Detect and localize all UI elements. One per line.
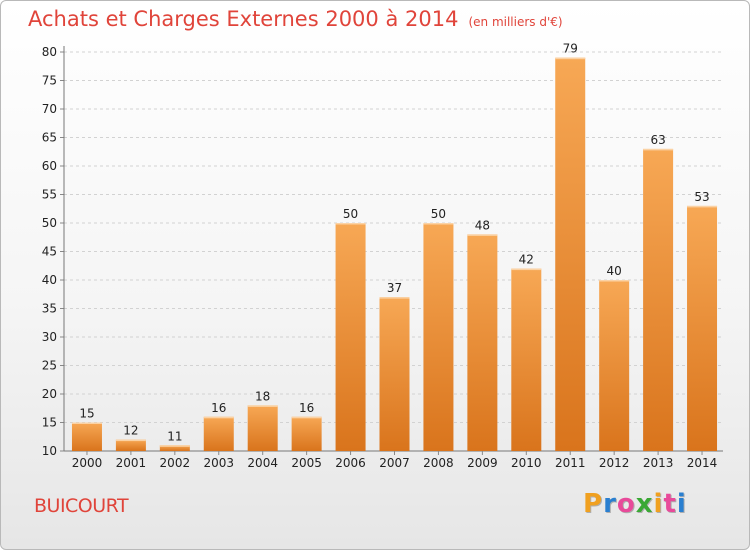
- y-tick-label: 80: [42, 45, 57, 59]
- y-tick-label: 15: [42, 416, 57, 430]
- x-tick-label: 2002: [160, 456, 191, 470]
- grid: 10 15 20 25 30 35 40 45 50 55 60 65 70 75 80: [42, 45, 723, 458]
- bar-highlight: [291, 416, 322, 419]
- data-label: 37: [387, 281, 402, 295]
- logo-letter: P: [583, 489, 604, 519]
- bar-2006: [335, 223, 366, 451]
- logo-letter: i: [676, 489, 687, 519]
- bar-highlight: [247, 405, 278, 407]
- data-label: 50: [343, 207, 358, 221]
- bar-2003: [203, 416, 234, 451]
- bar-highlight: [159, 445, 190, 447]
- data-label: 11: [167, 429, 182, 443]
- data-label: 79: [563, 42, 578, 56]
- bar-highlight: [203, 416, 234, 419]
- data-label: 50: [431, 207, 446, 221]
- bar-2014: [687, 205, 718, 451]
- bar-2002: [159, 445, 190, 451]
- city-name: BUICOURT: [34, 495, 129, 517]
- bar-2012: [599, 280, 630, 451]
- bar-2000: [71, 422, 102, 451]
- x-tick-label: 2001: [116, 456, 147, 470]
- logo-letter: i: [653, 489, 664, 519]
- bar-2010: [511, 268, 542, 451]
- x-tick-label: 2006: [335, 456, 366, 470]
- logo-letter: t: [663, 489, 677, 519]
- x-tick-label: 2004: [247, 456, 278, 470]
- chart-title: Achats et Charges Externes 2000 à 2014 (e…: [28, 7, 563, 31]
- bar-2007: [379, 297, 410, 451]
- data-label: 53: [694, 190, 709, 204]
- x-tick-label: 2013: [643, 456, 674, 470]
- bar-highlight: [467, 234, 498, 236]
- data-label: 42: [519, 253, 534, 267]
- bar-2013: [643, 148, 674, 451]
- x-tick-label: 2005: [291, 456, 322, 470]
- bar-highlight: [379, 297, 410, 299]
- y-tick-label: 30: [42, 330, 57, 344]
- data-label: 16: [211, 401, 226, 415]
- bar-highlight: [335, 223, 366, 225]
- y-tick-label: 75: [42, 74, 57, 88]
- chart-title-text: Achats et Charges Externes 2000 à 2014: [28, 7, 459, 31]
- data-label: 16: [299, 401, 314, 415]
- bar-highlight: [555, 57, 586, 60]
- data-label: 15: [79, 407, 94, 421]
- y-tick-label: 50: [42, 216, 57, 230]
- bar-2009: [467, 234, 498, 451]
- logo-letter: o: [616, 489, 636, 519]
- bar-highlight: [115, 439, 146, 442]
- y-tick-label: 10: [42, 444, 57, 458]
- y-tick-label: 60: [42, 159, 57, 173]
- proxiti-logo: Proxiti: [583, 489, 687, 519]
- y-tick-label: 55: [42, 188, 57, 202]
- data-label: 63: [650, 133, 665, 147]
- bar-highlight: [687, 205, 718, 208]
- bar-2004: [247, 405, 278, 451]
- data-label: 12: [123, 424, 138, 438]
- x-tick-label: 2000: [72, 456, 103, 470]
- y-tick-label: 40: [42, 273, 57, 287]
- data-label: 48: [475, 218, 490, 232]
- x-tick-label: 2012: [599, 456, 630, 470]
- chart-unit-label: (en milliers d'€): [468, 15, 563, 29]
- x-tick-label: 2007: [379, 456, 410, 470]
- bar-highlight: [643, 148, 674, 151]
- logo-letter: x: [635, 489, 654, 519]
- y-tick-label: 70: [42, 102, 57, 116]
- x-tick-label: 2003: [203, 456, 234, 470]
- bar-highlight: [423, 223, 454, 225]
- data-label: 18: [255, 389, 270, 403]
- x-tick-label: 2010: [511, 456, 542, 470]
- y-tick-label: 20: [42, 387, 57, 401]
- x-tick-label: 2011: [555, 456, 586, 470]
- bar-2001: [115, 439, 146, 451]
- x-tick-label: 2014: [687, 456, 718, 470]
- y-tick-label: 65: [42, 131, 57, 145]
- bar-highlight: [71, 422, 102, 424]
- bar-highlight: [599, 280, 630, 282]
- logo-letter: r: [603, 489, 617, 519]
- y-tick-label: 35: [42, 302, 57, 316]
- bar-highlight: [511, 268, 542, 271]
- bar-2011: [555, 57, 586, 451]
- x-tick-label: 2009: [467, 456, 498, 470]
- y-tick-label: 45: [42, 245, 57, 259]
- x-tick-label: 2008: [423, 456, 454, 470]
- bar-2005: [291, 416, 322, 451]
- bar-2008: [423, 223, 454, 451]
- data-label: 40: [607, 264, 622, 278]
- y-tick-label: 25: [42, 359, 57, 373]
